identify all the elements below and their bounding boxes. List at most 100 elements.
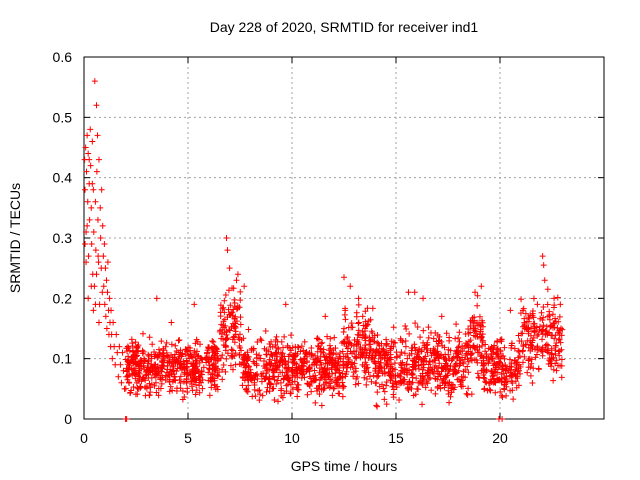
data-point xyxy=(219,352,226,359)
data-point xyxy=(157,385,164,392)
data-point xyxy=(540,262,547,269)
data-point xyxy=(256,397,263,404)
data-point xyxy=(222,291,229,298)
data-point xyxy=(487,387,494,394)
data-point xyxy=(90,186,97,193)
data-point xyxy=(355,327,362,334)
data-point xyxy=(312,399,319,406)
data-point xyxy=(441,356,448,363)
data-point xyxy=(356,345,363,352)
data-point xyxy=(543,341,550,348)
data-point xyxy=(85,253,92,260)
data-point xyxy=(403,326,410,333)
data-point xyxy=(456,329,463,336)
data-point xyxy=(538,328,545,335)
data-point xyxy=(92,301,99,308)
data-point xyxy=(190,360,197,367)
data-point xyxy=(479,362,486,369)
data-point xyxy=(236,304,243,311)
data-point xyxy=(555,348,562,355)
data-point xyxy=(352,365,359,372)
data-point xyxy=(554,324,561,331)
data-point xyxy=(273,381,280,388)
data-point xyxy=(341,362,348,369)
data-point xyxy=(222,368,229,375)
data-point xyxy=(362,308,369,315)
data-point xyxy=(287,381,294,388)
data-point xyxy=(256,387,263,394)
data-point xyxy=(330,385,337,392)
data-point xyxy=(425,334,432,341)
data-point xyxy=(193,336,200,343)
data-point xyxy=(552,342,559,349)
data-point xyxy=(223,355,230,362)
data-point xyxy=(544,313,551,320)
data-point xyxy=(470,343,477,350)
data-point xyxy=(163,339,170,346)
data-point xyxy=(420,339,427,346)
data-point xyxy=(362,323,369,330)
data-point xyxy=(508,372,515,379)
data-point xyxy=(206,354,213,361)
data-point xyxy=(146,391,153,398)
data-point xyxy=(140,374,147,381)
data-point xyxy=(206,366,213,373)
data-point xyxy=(467,351,474,358)
data-point xyxy=(438,313,445,320)
data-point xyxy=(189,367,196,374)
data-point xyxy=(529,308,536,315)
data-point xyxy=(316,377,323,384)
data-point xyxy=(399,339,406,346)
data-point xyxy=(365,355,372,362)
data-point xyxy=(546,312,553,319)
data-points xyxy=(81,78,566,422)
data-point xyxy=(130,370,137,377)
data-point xyxy=(131,369,138,376)
data-point xyxy=(393,354,400,361)
data-point xyxy=(214,372,221,379)
data-point xyxy=(513,361,520,368)
data-point xyxy=(445,351,452,358)
data-point xyxy=(415,365,422,372)
data-point xyxy=(378,345,385,352)
data-point xyxy=(462,340,469,347)
data-point xyxy=(381,396,388,403)
data-point xyxy=(173,357,180,364)
data-point xyxy=(359,313,366,320)
data-point xyxy=(331,334,338,341)
data-point xyxy=(494,339,501,346)
data-point xyxy=(418,356,425,363)
data-point xyxy=(467,344,474,351)
data-point xyxy=(392,373,399,380)
data-point xyxy=(381,348,388,355)
data-point xyxy=(97,235,104,241)
data-point xyxy=(472,289,479,296)
data-point xyxy=(258,337,265,344)
data-point xyxy=(95,253,102,260)
data-point xyxy=(168,360,175,367)
data-point xyxy=(372,360,379,367)
data-point xyxy=(488,346,495,353)
data-point xyxy=(83,228,90,235)
data-point xyxy=(491,342,498,349)
data-point xyxy=(275,373,282,380)
data-point xyxy=(471,356,478,363)
data-point xyxy=(228,346,235,353)
data-point xyxy=(258,373,265,380)
data-point xyxy=(334,365,341,372)
data-point xyxy=(311,361,318,368)
data-point xyxy=(225,287,232,294)
data-point xyxy=(383,336,390,343)
data-point xyxy=(539,344,546,351)
data-point xyxy=(135,348,142,355)
data-point xyxy=(240,335,247,342)
data-point xyxy=(224,247,231,254)
data-point xyxy=(245,382,252,389)
data-point xyxy=(493,354,500,361)
data-point xyxy=(355,295,362,302)
data-point xyxy=(94,132,101,139)
data-point xyxy=(130,356,137,363)
data-point xyxy=(153,295,160,302)
data-point xyxy=(134,343,141,350)
data-point xyxy=(464,355,471,362)
